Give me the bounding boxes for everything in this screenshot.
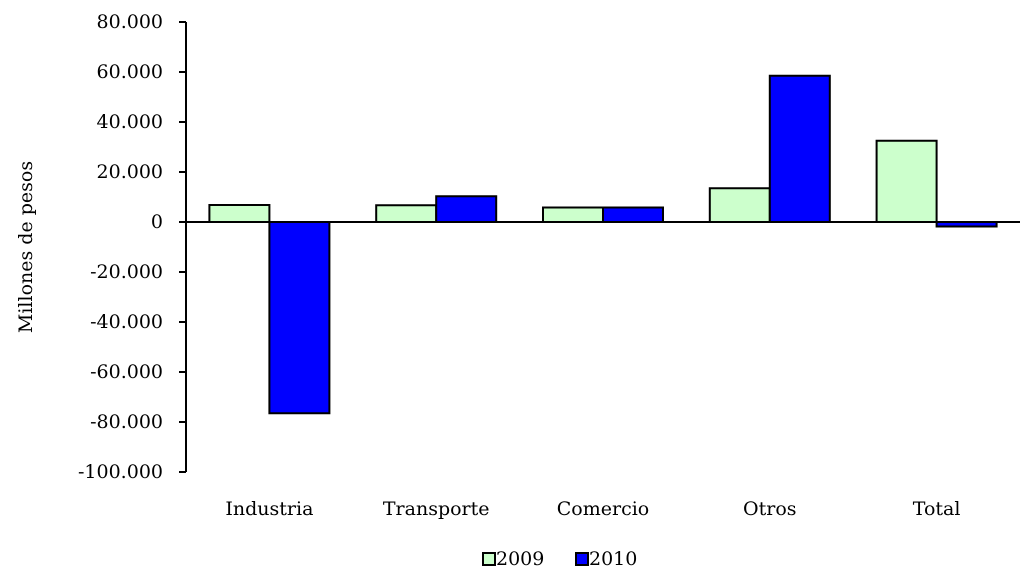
legend-label-2010: 2010 [589, 548, 637, 570]
y-tick-label: 80.000 [97, 11, 163, 33]
legend: 2009 2010 [482, 548, 637, 570]
y-tick-label: -40.000 [90, 311, 163, 333]
x-tick-label-transporte: Transporte [383, 498, 490, 520]
bar-2010-industria [268, 221, 331, 415]
x-tick-label-comercio: Comercio [557, 498, 649, 520]
y-tick-label: -80.000 [90, 411, 163, 433]
bar-2009-otros [708, 187, 771, 223]
y-tick-label: 40.000 [97, 111, 163, 133]
labels-layer: 80.000 60.000 40.000 20.000 0 -20.000 -40.000 -… [78, 11, 960, 520]
y-tick-label: -100.000 [78, 461, 163, 483]
y-tick-label: 60.000 [97, 61, 163, 83]
axes-layer [179, 21, 1020, 473]
y-tick-label: 20.000 [97, 161, 163, 183]
bar-2010-comercio [602, 206, 664, 223]
y-axis-title: Millones de pesos [15, 161, 37, 333]
bar-2010-transporte [435, 195, 498, 223]
legend-swatch-2009 [482, 552, 496, 566]
legend-swatch-2010 [575, 552, 589, 566]
x-tick-label-industria: Industria [225, 498, 313, 520]
bar-2009-industria [208, 204, 271, 223]
bars-layer [208, 74, 998, 415]
y-tick-label: -60.000 [90, 361, 163, 383]
bar-2010-otros [768, 74, 831, 223]
bar-2009-comercio [542, 206, 604, 223]
legend-label-2009: 2009 [496, 548, 544, 570]
bar-2009-transporte [375, 204, 438, 223]
y-tick-label: -20.000 [90, 261, 163, 283]
bar-2009-total [875, 139, 938, 223]
x-tick-label-total: Total [913, 498, 961, 520]
x-tick-label-otros: Otros [743, 498, 796, 520]
y-tick-label: 0 [151, 211, 163, 233]
